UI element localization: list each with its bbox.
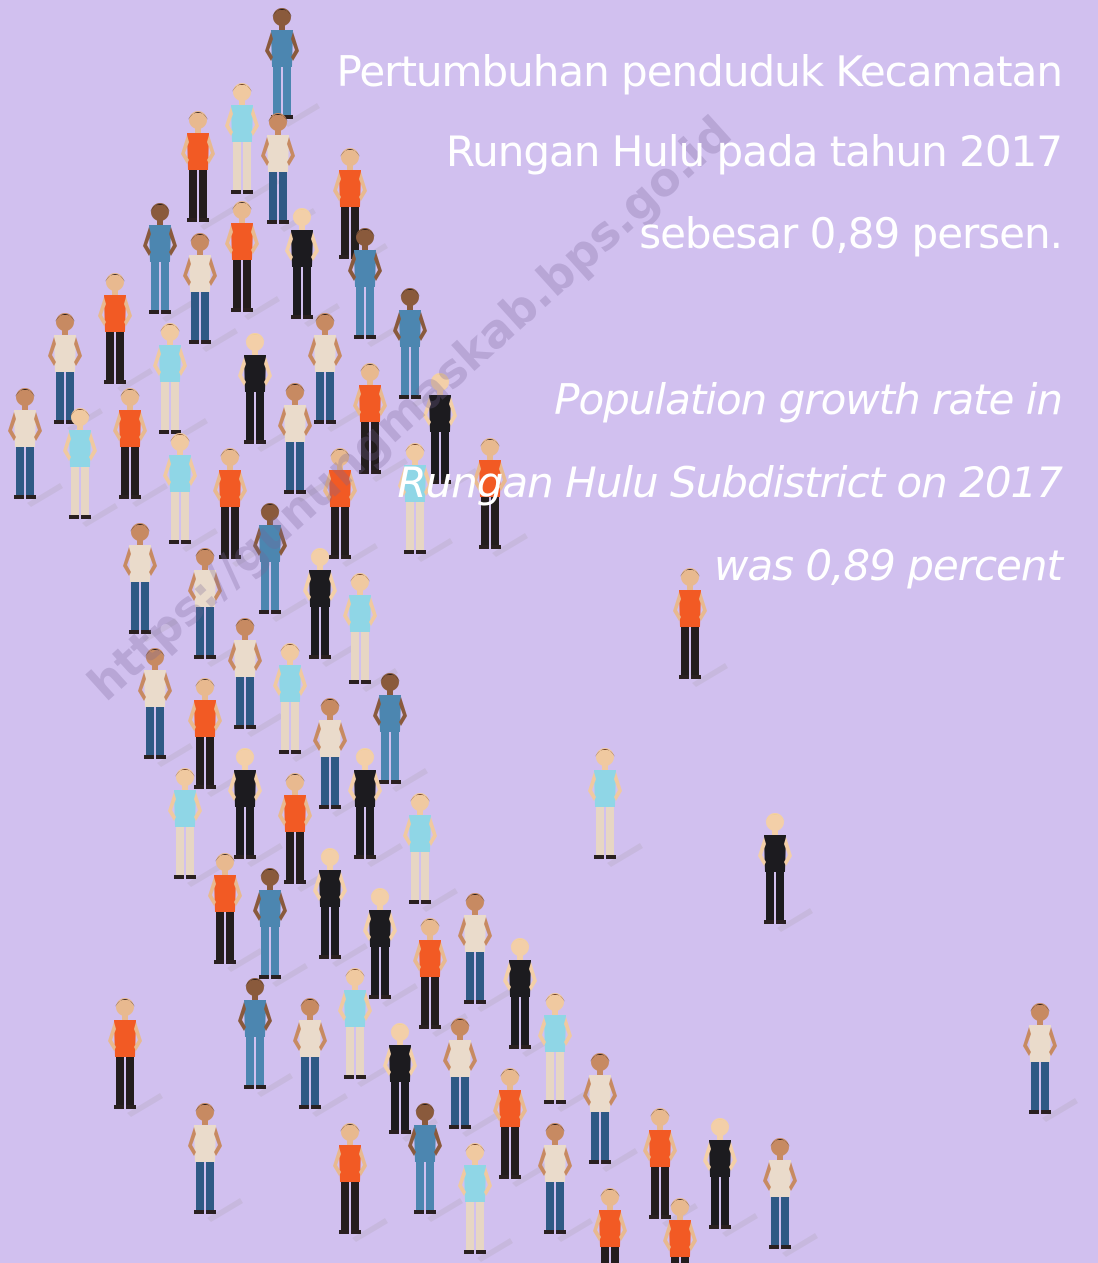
person [1023, 1003, 1078, 1122]
person [493, 1068, 548, 1187]
person [593, 1188, 648, 1263]
person [188, 1103, 243, 1222]
indonesian-text: Pertumbuhan penduduk Kecamatan Rungan Hu… [337, 47, 1064, 258]
text-line: Population growth rate in [554, 375, 1062, 424]
person [238, 978, 293, 1097]
person [313, 848, 368, 967]
text-line: Pertumbuhan penduduk Kecamatan [337, 47, 1063, 96]
person [113, 388, 168, 507]
person [98, 273, 153, 392]
person [153, 323, 208, 442]
person [228, 618, 283, 737]
person [163, 433, 218, 552]
person [538, 1123, 593, 1242]
person [363, 888, 418, 1007]
person [293, 998, 348, 1117]
person [265, 8, 320, 127]
person [588, 748, 643, 867]
person [763, 1138, 818, 1257]
person [308, 313, 363, 432]
person [583, 1053, 638, 1172]
person [108, 998, 163, 1117]
person [643, 1108, 698, 1227]
text-line: sebesar 0,89 persen. [639, 209, 1062, 258]
person [373, 673, 428, 792]
person [443, 1018, 498, 1137]
person [333, 148, 388, 267]
text-line: was 0,89 percent [714, 541, 1065, 590]
person [253, 868, 308, 987]
person [8, 388, 63, 507]
person [333, 1123, 388, 1242]
person [458, 893, 513, 1012]
person [758, 813, 813, 932]
person [403, 793, 458, 912]
person [228, 748, 283, 867]
person [703, 1118, 758, 1237]
person [383, 1023, 438, 1142]
text-line: Rungan Hulu Subdistrict on 2017 [397, 458, 1063, 507]
text-line: Rungan Hulu pada tahun 2017 [446, 127, 1062, 176]
english-text: Population growth rate in Rungan Hulu Su… [397, 375, 1065, 590]
